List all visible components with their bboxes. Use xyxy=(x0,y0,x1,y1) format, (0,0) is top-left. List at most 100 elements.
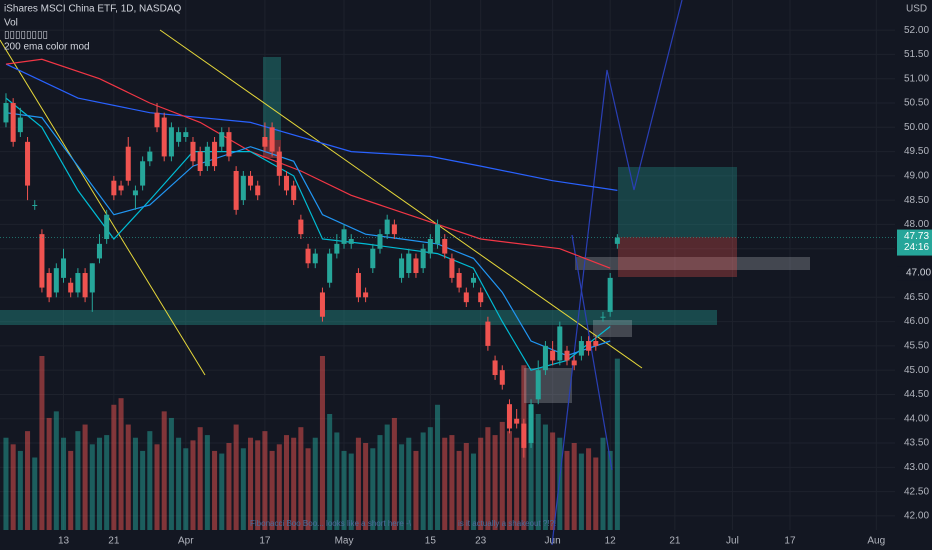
volume-bar xyxy=(449,435,455,530)
trendline xyxy=(0,39,206,376)
candle-body xyxy=(435,224,441,244)
volume-bar xyxy=(427,427,433,530)
volume-bar xyxy=(190,440,196,530)
candle-body xyxy=(348,239,354,244)
volume-bar xyxy=(204,435,210,530)
volume-bar xyxy=(75,431,81,530)
candle-body xyxy=(506,404,512,429)
candle-body xyxy=(147,151,153,162)
x-tick-label: May xyxy=(335,536,354,547)
y-tick-label: 43.50 xyxy=(904,438,929,449)
candle-body xyxy=(442,239,448,254)
indicator: ▯▯▯▯▯▯▯▯ xyxy=(4,30,48,41)
y-tick-label: 43.00 xyxy=(904,462,929,473)
candle-body xyxy=(593,341,599,346)
volume-bar xyxy=(593,457,599,530)
y-tick-label: 46.50 xyxy=(904,292,929,303)
volume-bar xyxy=(413,450,419,530)
volume-bar xyxy=(506,431,512,530)
volume-bar xyxy=(269,450,275,530)
volume-bar xyxy=(470,453,477,530)
candle-body xyxy=(542,345,548,371)
candle-body xyxy=(370,248,376,269)
volume-bar xyxy=(96,437,102,530)
candle-body xyxy=(125,146,131,181)
volume-bar xyxy=(607,450,613,530)
y-tick-label: 45.00 xyxy=(904,365,929,376)
candle-body xyxy=(118,185,124,191)
candle-body xyxy=(319,292,325,317)
candle-body xyxy=(17,117,23,133)
volume-bar xyxy=(276,444,282,530)
drawings xyxy=(0,0,810,546)
volume-bar xyxy=(226,443,232,530)
candle-body xyxy=(578,341,584,356)
y-tick-label: 44.00 xyxy=(904,413,929,424)
volume-bar xyxy=(118,398,124,530)
zone-green xyxy=(263,57,281,140)
candle-body xyxy=(262,136,268,147)
volume-bar xyxy=(463,443,469,530)
volume-bar xyxy=(168,417,174,530)
candle-body xyxy=(607,277,613,312)
candle-body xyxy=(233,170,239,210)
candle-body xyxy=(89,263,95,293)
x-tick-label: 15 xyxy=(425,536,437,547)
candle-body xyxy=(204,146,210,167)
candle-body xyxy=(283,175,290,191)
candle-body xyxy=(363,292,369,298)
x-tick-label: 17 xyxy=(259,536,271,547)
volume-bar xyxy=(456,450,462,530)
volume-bar xyxy=(60,437,67,530)
x-tick-label: 13 xyxy=(58,536,70,547)
annotation: is it actually a shakeout ?!?! xyxy=(458,519,556,528)
volume-bar xyxy=(283,435,290,530)
candle-body xyxy=(470,277,477,283)
volume-bar xyxy=(197,427,203,530)
support-zone xyxy=(0,310,717,325)
volume-bar xyxy=(528,411,534,530)
candle-body xyxy=(312,253,318,264)
candle-body xyxy=(10,102,16,142)
candle-body xyxy=(60,258,67,278)
candle-body xyxy=(298,219,304,235)
candle-body xyxy=(168,127,174,157)
volume-bar xyxy=(571,443,577,530)
box xyxy=(524,368,572,403)
candle-body xyxy=(53,268,59,293)
grid xyxy=(0,0,895,530)
volume-bar xyxy=(312,437,318,530)
candle-body xyxy=(463,292,469,303)
volume-bar xyxy=(305,448,311,530)
candle-body xyxy=(154,112,160,128)
y-tick-label: 50.00 xyxy=(904,122,929,133)
candle-body xyxy=(248,175,254,186)
volume-bar xyxy=(327,414,333,530)
volume-bar xyxy=(442,437,448,530)
x-tick-label: Jul xyxy=(726,536,739,547)
candle-body xyxy=(557,326,563,361)
volume-bar xyxy=(348,453,354,530)
alert-price: 47.00 xyxy=(906,268,931,279)
volume-bar xyxy=(578,453,584,530)
volume-bar xyxy=(68,450,74,530)
candle-body xyxy=(3,102,9,123)
candle-body xyxy=(25,141,31,186)
candle-body xyxy=(485,321,491,346)
candle-body xyxy=(255,185,261,196)
y-tick-label: 42.50 xyxy=(904,486,929,497)
candle-body xyxy=(478,292,484,303)
ma-line xyxy=(5,97,611,371)
box xyxy=(575,257,810,270)
volume-bar xyxy=(499,421,505,530)
y-tick-label: 52.00 xyxy=(904,25,929,36)
x-tick-label: 21 xyxy=(669,536,681,547)
annotation: Fibonacci Boo Boo... looks like a short … xyxy=(250,519,412,528)
candle-body xyxy=(240,175,246,201)
candle-body xyxy=(291,185,297,201)
volume-bar xyxy=(384,424,390,530)
volume-bar xyxy=(514,437,520,530)
volume-bar xyxy=(82,424,88,530)
candle-body xyxy=(96,243,102,259)
